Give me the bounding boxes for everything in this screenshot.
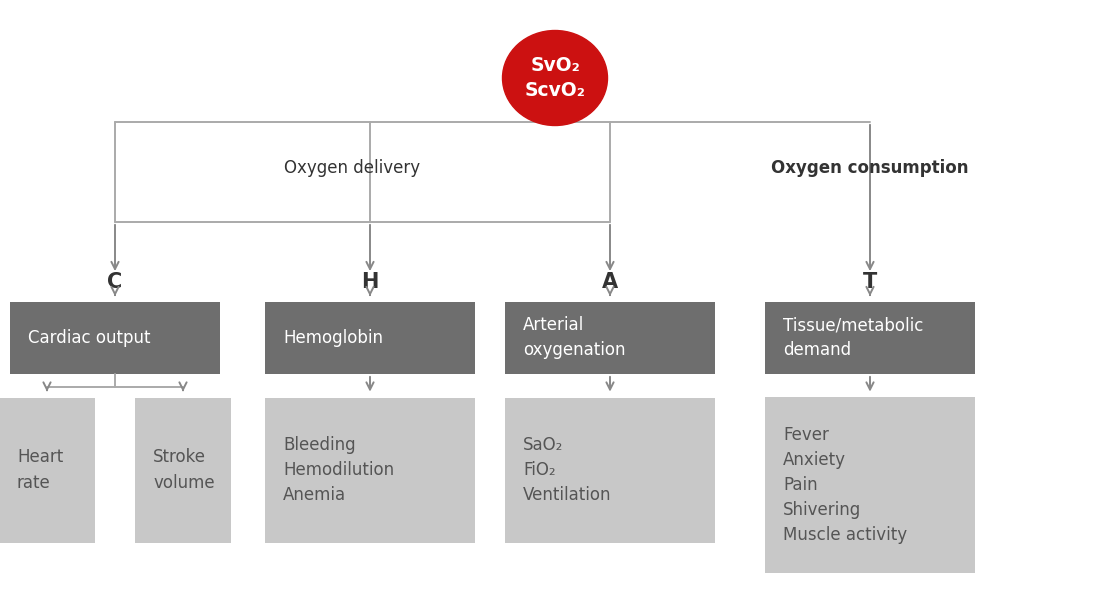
Text: Oxygen consumption: Oxygen consumption	[772, 159, 969, 177]
FancyBboxPatch shape	[765, 302, 975, 374]
FancyBboxPatch shape	[10, 302, 220, 374]
FancyBboxPatch shape	[765, 398, 975, 573]
Text: A: A	[602, 272, 618, 292]
Text: Oxygen delivery: Oxygen delivery	[285, 159, 420, 177]
FancyBboxPatch shape	[135, 398, 231, 543]
Text: C: C	[108, 272, 122, 292]
FancyBboxPatch shape	[265, 398, 475, 543]
FancyBboxPatch shape	[0, 398, 95, 543]
Text: T: T	[863, 272, 877, 292]
FancyBboxPatch shape	[505, 302, 715, 374]
FancyBboxPatch shape	[265, 302, 475, 374]
Text: Stroke
volume: Stroke volume	[153, 449, 215, 492]
FancyBboxPatch shape	[505, 398, 715, 543]
Text: Tissue/metabolic
demand: Tissue/metabolic demand	[783, 316, 923, 359]
Text: Cardiac output: Cardiac output	[28, 329, 150, 347]
Text: Arterial
oxygenation: Arterial oxygenation	[523, 316, 625, 359]
Text: Heart
rate: Heart rate	[17, 449, 63, 492]
Text: Fever
Anxiety
Pain
Shivering
Muscle activity: Fever Anxiety Pain Shivering Muscle acti…	[783, 426, 907, 544]
Text: Hemoglobin: Hemoglobin	[282, 329, 383, 347]
Text: H: H	[361, 272, 379, 292]
Text: Bleeding
Hemodilution
Anemia: Bleeding Hemodilution Anemia	[282, 436, 394, 504]
Ellipse shape	[503, 31, 607, 126]
Text: SvO₂
ScvO₂: SvO₂ ScvO₂	[525, 56, 585, 99]
Text: SaO₂
FiO₂
Ventilation: SaO₂ FiO₂ Ventilation	[523, 436, 612, 504]
